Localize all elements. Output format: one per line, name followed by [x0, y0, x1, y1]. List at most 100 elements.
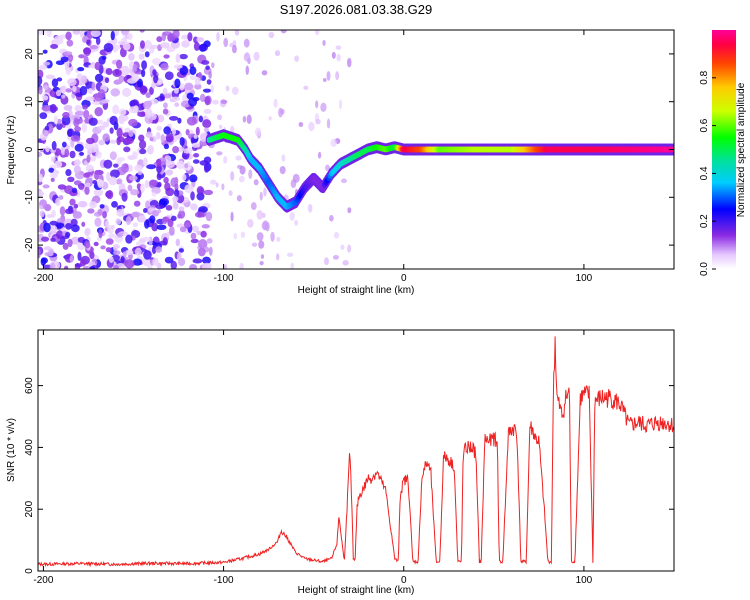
noise-blob [205, 65, 210, 71]
noise-blob [128, 118, 138, 127]
noise-blob [248, 169, 253, 180]
noise-blob [132, 222, 139, 228]
noise-blob [163, 54, 170, 59]
noise-blob [173, 64, 183, 69]
noise-blob [170, 96, 181, 102]
noise-blob [83, 109, 90, 120]
noise-blob [143, 100, 152, 110]
colorbar: 0.0 0.2 0.4 0.6 0.8 Normalized spectral ampl… [699, 30, 747, 276]
noise-blob [157, 181, 162, 188]
noise-blob [120, 65, 130, 76]
noise-blob [326, 70, 331, 81]
noise-blob [156, 36, 163, 43]
noise-blob [193, 36, 199, 44]
noise-blob [42, 61, 51, 66]
noise-blob [50, 237, 56, 242]
noise-blob [315, 100, 319, 109]
colorbar-gradient [712, 30, 736, 269]
noise-blob [115, 218, 122, 225]
noise-blob [66, 39, 74, 47]
noise-blob [250, 202, 257, 211]
noise-blob [128, 130, 134, 138]
noise-blob [138, 139, 147, 150]
noise-blob [175, 238, 180, 247]
colorbar-tick-label: 0.4 [699, 166, 710, 180]
noise-blob [192, 225, 200, 233]
noise-blob [177, 213, 182, 219]
noise-blob [48, 167, 55, 173]
noise-blob [215, 182, 219, 188]
noise-blob [253, 51, 260, 61]
noise-blob [258, 240, 265, 249]
noise-blob [168, 226, 175, 236]
noise-blob [65, 144, 70, 150]
noise-blob [193, 134, 198, 139]
noise-blob [194, 83, 202, 90]
noise-blob [118, 114, 126, 125]
noise-blob [108, 256, 114, 263]
noise-blob [73, 180, 82, 186]
noise-blob [195, 126, 200, 136]
noise-blob [104, 77, 110, 84]
noise-blob [328, 214, 334, 222]
noise-blob [172, 202, 179, 210]
spectrogram-y-ticks: -20 -10 0 10 20 [24, 48, 674, 252]
noise-blob [81, 221, 86, 227]
colorbar-label: Normalized spectral amplitude [736, 82, 747, 217]
noise-blob [168, 115, 179, 121]
noise-blob [221, 183, 225, 191]
noise-blob [117, 136, 125, 143]
noise-blob [38, 86, 43, 95]
noise-blob [43, 222, 51, 233]
noise-blob [97, 119, 104, 125]
noise-blob [123, 137, 134, 145]
noise-blob [230, 171, 235, 181]
noise-blob [92, 180, 98, 185]
noise-blob [85, 164, 95, 173]
noise-blob [159, 93, 165, 101]
noise-blob [173, 189, 180, 197]
noise-blob [280, 30, 287, 34]
noise-blob [202, 88, 212, 93]
noise-blob [216, 32, 220, 42]
noise-blob [106, 190, 114, 200]
noise-blob [201, 60, 210, 65]
noise-blob [67, 238, 73, 248]
noise-blob [100, 245, 106, 250]
noise-blob [50, 177, 55, 183]
noise-blob [110, 30, 115, 41]
noise-blob [230, 211, 234, 222]
noise-blob [149, 215, 156, 224]
noise-blob [65, 31, 72, 41]
noise-blob [45, 74, 55, 80]
noise-blob [42, 184, 50, 189]
noise-blob [335, 71, 340, 81]
noise-blob [98, 228, 103, 239]
noise-blob [170, 260, 178, 269]
y-tick-label: 0 [24, 146, 35, 152]
noise-blob [116, 232, 124, 238]
noise-blob [203, 109, 212, 115]
noise-blob [93, 188, 104, 197]
noise-blob [134, 247, 142, 256]
noise-blob [43, 84, 49, 91]
noise-blob [270, 231, 275, 242]
noise-blob [233, 232, 238, 240]
x-tick-label: -200 [33, 273, 53, 284]
noise-blob [122, 42, 131, 51]
noise-blob [123, 146, 131, 153]
noise-blob [175, 53, 181, 63]
noise-blob [74, 126, 82, 132]
noise-blob [64, 148, 70, 158]
colorbar-tick-label: 0.8 [699, 70, 710, 84]
noise-blob [122, 251, 127, 257]
noise-blob [116, 208, 125, 217]
noise-blob [50, 43, 59, 49]
noise-blob [198, 238, 208, 249]
noise-blob [74, 111, 85, 116]
noise-blob [172, 146, 180, 154]
noise-blob [40, 257, 48, 264]
noise-blob [199, 160, 209, 166]
noise-blob [199, 93, 206, 103]
noise-blob [53, 115, 58, 125]
